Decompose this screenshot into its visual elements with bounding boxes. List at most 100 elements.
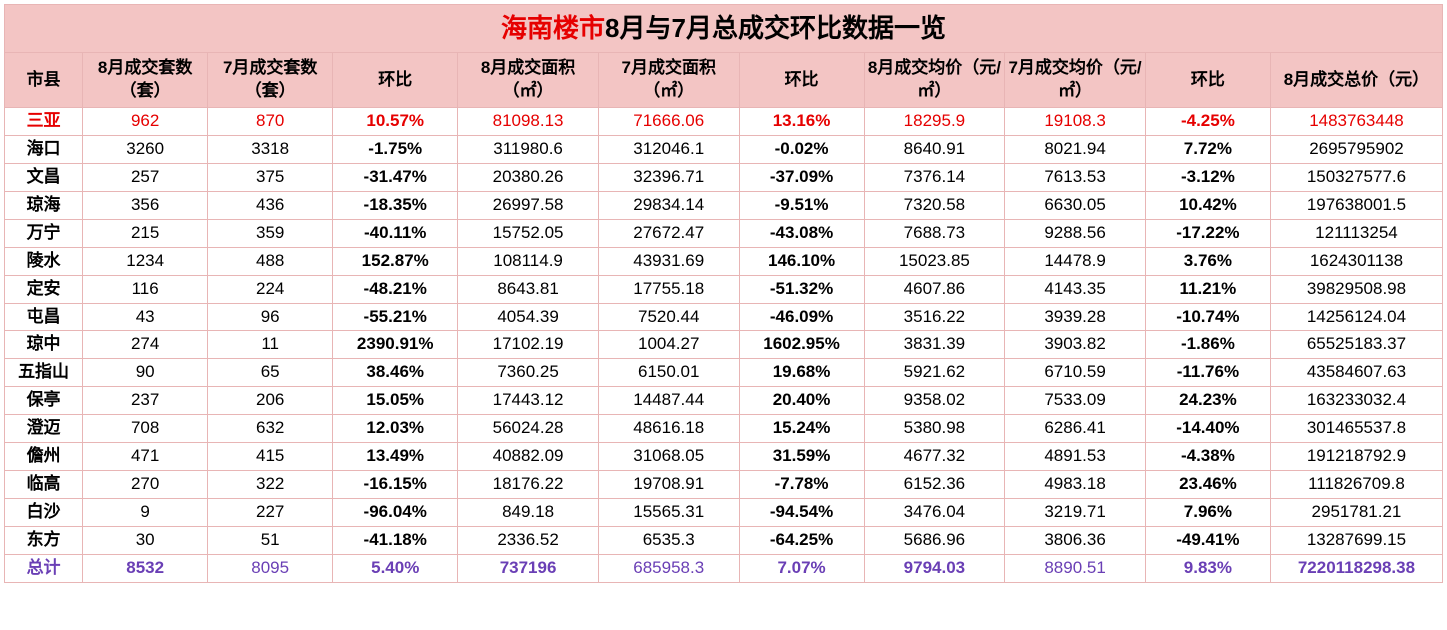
data-cell: 65 xyxy=(208,359,333,387)
data-cell: 197638001.5 xyxy=(1270,191,1442,219)
city-cell: 琼海 xyxy=(5,191,83,219)
data-cell: 18295.9 xyxy=(864,107,1005,135)
data-cell: -3.12% xyxy=(1145,163,1270,191)
data-cell: 152.87% xyxy=(333,247,458,275)
table-row: 总计853280955.40%737196685958.37.07%9794.0… xyxy=(5,554,1443,582)
data-cell: 13287699.15 xyxy=(1270,527,1442,555)
title-row: 海南楼市8月与7月总成交环比数据一览 xyxy=(5,5,1443,53)
data-cell: 3.76% xyxy=(1145,247,1270,275)
data-cell: 8095 xyxy=(208,554,333,582)
table-row: 东方3051-41.18%2336.526535.3-64.25%5686.96… xyxy=(5,527,1443,555)
data-cell: 6286.41 xyxy=(1005,415,1146,443)
data-cell: 90 xyxy=(83,359,208,387)
data-cell: 15.24% xyxy=(739,415,864,443)
table-row: 五指山906538.46%7360.256150.0119.68%5921.62… xyxy=(5,359,1443,387)
table-row: 海口32603318-1.75%311980.6312046.1-0.02%86… xyxy=(5,135,1443,163)
data-cell: -7.78% xyxy=(739,471,864,499)
city-cell: 文昌 xyxy=(5,163,83,191)
data-cell: 215 xyxy=(83,219,208,247)
data-cell: 6152.36 xyxy=(864,471,1005,499)
data-cell: 9288.56 xyxy=(1005,219,1146,247)
data-cell: 8021.94 xyxy=(1005,135,1146,163)
data-cell: -55.21% xyxy=(333,303,458,331)
data-cell: 15565.31 xyxy=(598,499,739,527)
data-cell: 870 xyxy=(208,107,333,135)
table-row: 保亭23720615.05%17443.1214487.4420.40%9358… xyxy=(5,387,1443,415)
data-cell: 471 xyxy=(83,443,208,471)
title-prefix: 海南楼市 xyxy=(501,13,605,43)
data-cell: 15023.85 xyxy=(864,247,1005,275)
table-row: 琼中274112390.91%17102.191004.271602.95%38… xyxy=(5,331,1443,359)
data-cell: 708 xyxy=(83,415,208,443)
data-cell: 4607.86 xyxy=(864,275,1005,303)
data-cell: 1602.95% xyxy=(739,331,864,359)
title-cell: 海南楼市8月与7月总成交环比数据一览 xyxy=(5,5,1443,53)
data-cell: 121113254 xyxy=(1270,219,1442,247)
data-cell: 11.21% xyxy=(1145,275,1270,303)
data-cell: -40.11% xyxy=(333,219,458,247)
data-cell: -31.47% xyxy=(333,163,458,191)
data-cell: 30 xyxy=(83,527,208,555)
data-cell: 4891.53 xyxy=(1005,443,1146,471)
data-cell: 3318 xyxy=(208,135,333,163)
data-cell: 163233032.4 xyxy=(1270,387,1442,415)
data-cell: 7320.58 xyxy=(864,191,1005,219)
data-cell: 7376.14 xyxy=(864,163,1005,191)
data-cell: 191218792.9 xyxy=(1270,443,1442,471)
data-cell: 7220118298.38 xyxy=(1270,554,1442,582)
data-cell: 3219.71 xyxy=(1005,499,1146,527)
data-cell: 5921.62 xyxy=(864,359,1005,387)
data-cell: 43584607.63 xyxy=(1270,359,1442,387)
data-cell: 65525183.37 xyxy=(1270,331,1442,359)
data-cell: 7613.53 xyxy=(1005,163,1146,191)
data-cell: 312046.1 xyxy=(598,135,739,163)
data-cell: 10.57% xyxy=(333,107,458,135)
data-cell: 146.10% xyxy=(739,247,864,275)
header-cell: 环比 xyxy=(333,53,458,108)
data-cell: 3476.04 xyxy=(864,499,1005,527)
data-cell: 359 xyxy=(208,219,333,247)
data-cell: -10.74% xyxy=(1145,303,1270,331)
data-cell: 11 xyxy=(208,331,333,359)
data-cell: 20380.26 xyxy=(458,163,599,191)
header-cell: 7月成交均价（元/㎡） xyxy=(1005,53,1146,108)
table-row: 琼海356436-18.35%26997.5829834.14-9.51%732… xyxy=(5,191,1443,219)
data-cell: -37.09% xyxy=(739,163,864,191)
data-cell: -49.41% xyxy=(1145,527,1270,555)
data-cell: 274 xyxy=(83,331,208,359)
data-cell: 3516.22 xyxy=(864,303,1005,331)
data-cell: 15.05% xyxy=(333,387,458,415)
data-cell: -48.21% xyxy=(333,275,458,303)
data-cell: 6710.59 xyxy=(1005,359,1146,387)
data-cell: 685958.3 xyxy=(598,554,739,582)
data-cell: 150327577.6 xyxy=(1270,163,1442,191)
data-cell: 40882.09 xyxy=(458,443,599,471)
data-cell: 8643.81 xyxy=(458,275,599,303)
data-cell: 322 xyxy=(208,471,333,499)
data-cell: 38.46% xyxy=(333,359,458,387)
data-cell: 849.18 xyxy=(458,499,599,527)
data-cell: 8890.51 xyxy=(1005,554,1146,582)
header-cell: 7月成交套数（套） xyxy=(208,53,333,108)
data-cell: 19708.91 xyxy=(598,471,739,499)
data-cell: 7.72% xyxy=(1145,135,1270,163)
data-cell: 29834.14 xyxy=(598,191,739,219)
data-cell: 7.96% xyxy=(1145,499,1270,527)
city-cell: 临高 xyxy=(5,471,83,499)
data-cell: 270 xyxy=(83,471,208,499)
data-cell: 7533.09 xyxy=(1005,387,1146,415)
data-cell: 14487.44 xyxy=(598,387,739,415)
data-cell: 43931.69 xyxy=(598,247,739,275)
data-cell: 7688.73 xyxy=(864,219,1005,247)
data-cell: 3939.28 xyxy=(1005,303,1146,331)
data-cell: 962 xyxy=(83,107,208,135)
table-row: 白沙9227-96.04%849.1815565.31-94.54%3476.0… xyxy=(5,499,1443,527)
data-cell: -46.09% xyxy=(739,303,864,331)
header-cell: 8月成交总价（元） xyxy=(1270,53,1442,108)
data-cell: 4054.39 xyxy=(458,303,599,331)
data-cell: 26997.58 xyxy=(458,191,599,219)
title-suffix: 8月与7月总成交环比数据一览 xyxy=(605,13,946,43)
table-row: 陵水1234488152.87%108114.943931.69146.10%1… xyxy=(5,247,1443,275)
table-row: 澄迈70863212.03%56024.2848616.1815.24%5380… xyxy=(5,415,1443,443)
data-cell: 1004.27 xyxy=(598,331,739,359)
